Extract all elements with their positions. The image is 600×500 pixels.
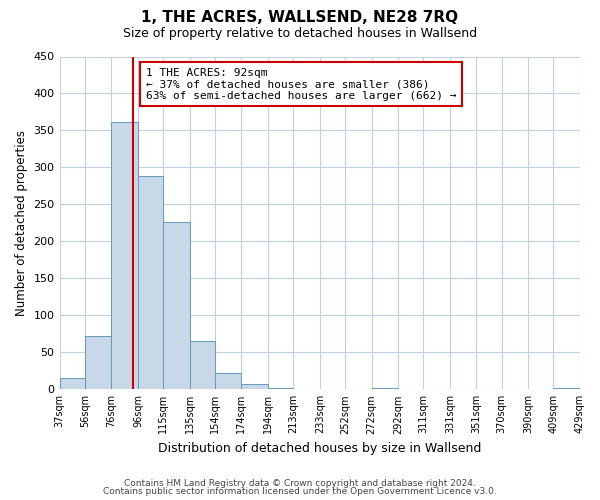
Text: 1, THE ACRES, WALLSEND, NE28 7RQ: 1, THE ACRES, WALLSEND, NE28 7RQ — [142, 10, 458, 25]
Bar — [268, 388, 293, 390]
Y-axis label: Number of detached properties: Number of detached properties — [15, 130, 28, 316]
Text: Size of property relative to detached houses in Wallsend: Size of property relative to detached ho… — [123, 28, 477, 40]
X-axis label: Distribution of detached houses by size in Wallsend: Distribution of detached houses by size … — [158, 442, 481, 455]
Bar — [112, 122, 138, 390]
Text: Contains HM Land Registry data © Crown copyright and database right 2024.: Contains HM Land Registry data © Crown c… — [124, 478, 476, 488]
Bar — [215, 373, 241, 390]
Bar — [59, 378, 85, 390]
Bar — [163, 222, 190, 390]
Bar — [371, 388, 398, 390]
Text: Contains public sector information licensed under the Open Government Licence v3: Contains public sector information licen… — [103, 487, 497, 496]
Bar — [138, 176, 163, 390]
Bar — [85, 336, 112, 390]
Bar — [190, 341, 215, 390]
Bar — [241, 384, 268, 390]
Bar — [553, 388, 580, 390]
Text: 1 THE ACRES: 92sqm
← 37% of detached houses are smaller (386)
63% of semi-detach: 1 THE ACRES: 92sqm ← 37% of detached hou… — [146, 68, 457, 101]
